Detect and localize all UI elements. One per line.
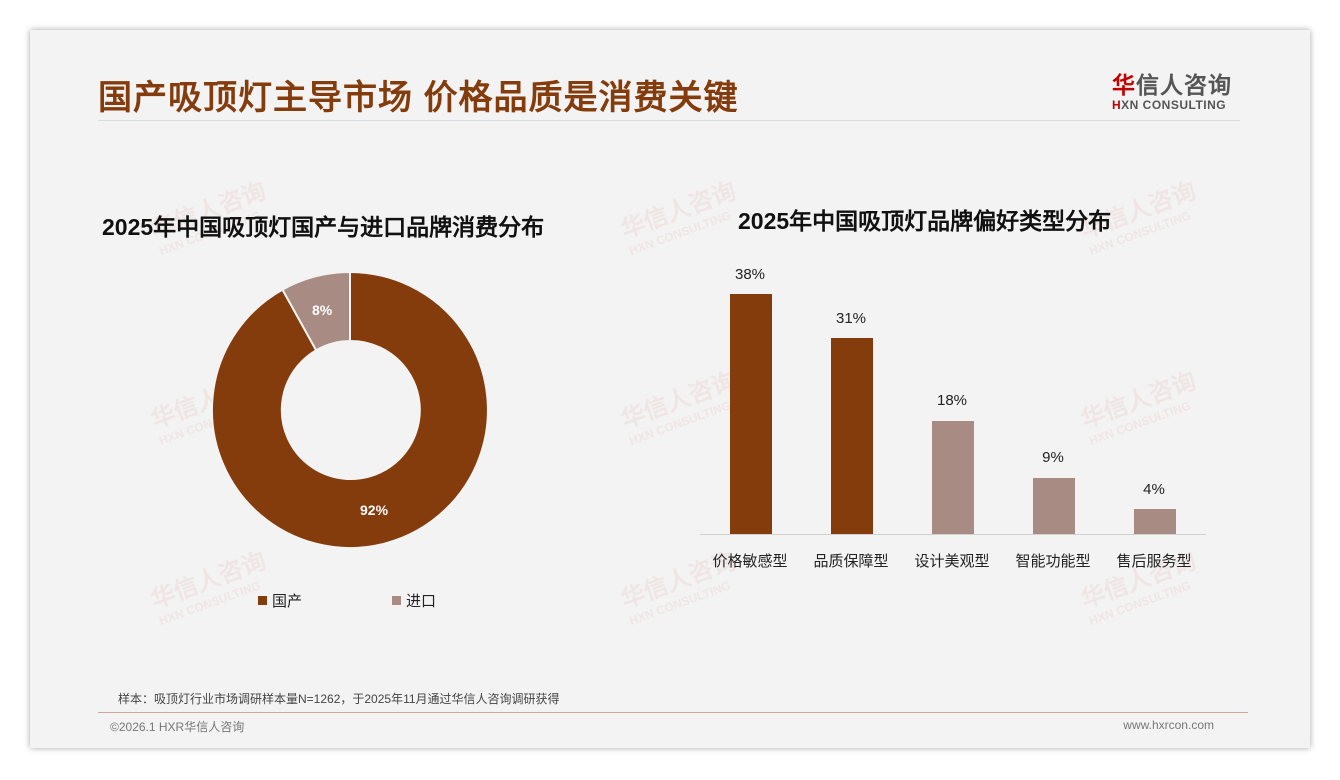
bar-after-sales [1134,509,1176,534]
bar-category: 智能功能型 [1015,553,1091,570]
donut-chart-title: 2025年中国吸顶灯国产与进口品牌消费分布 [102,214,545,240]
donut-svg [210,270,489,549]
bar-value: 38% [734,266,766,283]
donut-label-domestic: 92% [360,502,389,518]
donut-chart: 8% 92% [210,270,489,549]
company-logo: 华信人咨询 HXN CONSULTING [1112,72,1232,112]
bar-value: 18% [936,392,968,409]
bar-chart-title: 2025年中国吸顶灯品牌偏好类型分布 [738,208,1112,234]
bar-category: 设计美观型 [914,553,990,570]
bar-value: 9% [1042,449,1064,466]
bar-smart-function [1033,478,1075,534]
bar-category: 售后服务型 [1116,553,1192,570]
bar-value: 4% [1143,481,1165,498]
bar-design-aesthetic [932,421,974,534]
bar-value: 31% [835,310,867,327]
watermark: 华信人咨询 HXN CONSULTING [617,177,740,259]
sample-note: 样本：吸顶灯行业市场调研样本量N=1262，于2025年11月通过华信人咨询调研… [118,692,560,706]
legend-swatch [392,596,401,605]
legend-item-import: 进口 [392,590,436,611]
watermark: 华信人咨询 HXN CONSULTING [147,547,270,629]
bar-quality-assurance [831,338,873,534]
x-axis [700,534,1206,535]
bar-price-sensitive [730,294,772,534]
footer-divider [98,712,1248,713]
copyright: ©2026.1 HXR华信人咨询 [110,720,245,734]
page-title: 国产吸顶灯主导市场 价格品质是消费关键 [98,79,739,117]
bar-chart: 38% 价格敏感型 31% 品质保障型 18% 设计美观型 9% 智能功能型 4… [700,260,1206,580]
legend-item-domestic: 国产 [258,590,302,611]
bar-category: 价格敏感型 [712,553,788,570]
donut-label-import: 8% [312,302,333,318]
legend-swatch [258,596,267,605]
website-link[interactable]: www.hxrcon.com [1123,718,1214,732]
bar-category: 品质保障型 [813,553,889,570]
donut-slice-import [281,270,351,352]
title-divider [98,120,1240,121]
slide: 华信人咨询 HXN CONSULTING 华信人咨询 HXN CONSULTING … [30,30,1310,748]
donut-slice-domestic [210,270,489,549]
